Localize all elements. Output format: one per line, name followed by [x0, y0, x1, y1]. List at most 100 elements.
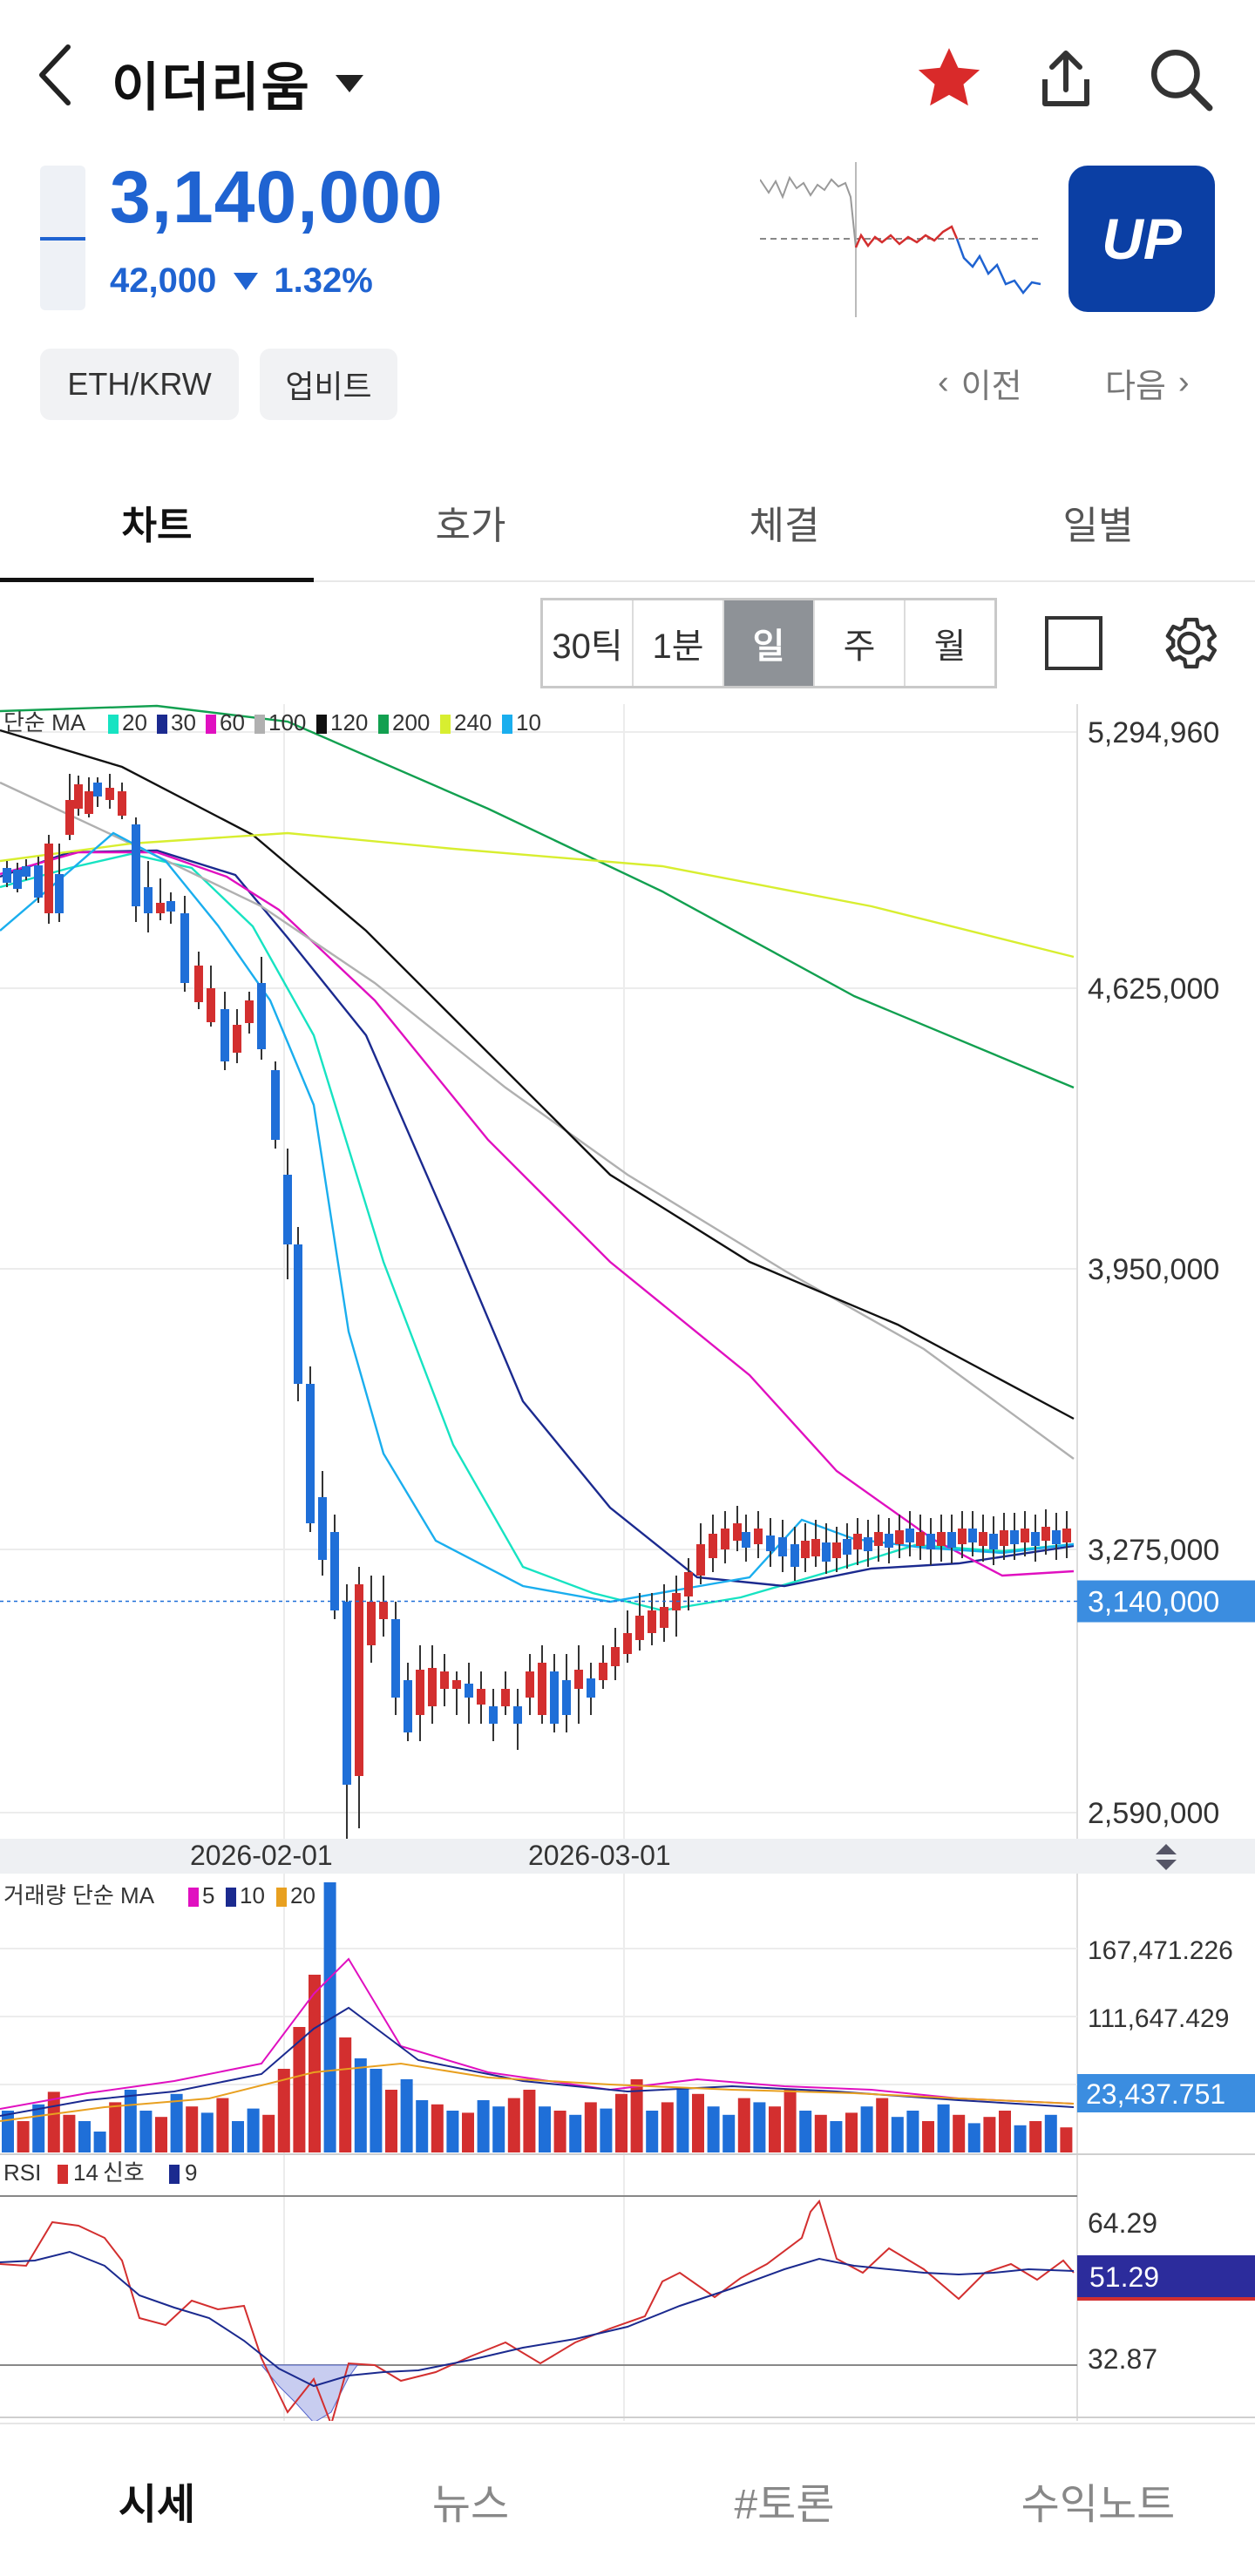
volume-bar-up	[661, 2102, 674, 2152]
pair-chip[interactable]: ETH/KRW	[40, 349, 239, 420]
candle-down	[587, 1678, 595, 1698]
tab-daily[interactable]: 일별	[1062, 505, 1134, 547]
candle-down	[968, 1529, 977, 1542]
bottom-nav: 시세 뉴스 #토론 수익노트	[0, 2423, 1255, 2576]
candle-down	[343, 1602, 351, 1785]
ma-legend-swatch	[157, 715, 167, 734]
volume-bar-down	[124, 2090, 137, 2152]
volume-axis-label: 111,647.429	[1088, 2004, 1229, 2033]
ma-legend-swatch	[502, 715, 512, 734]
candle-up	[245, 1000, 254, 1023]
volume-bar-up	[953, 2114, 966, 2152]
volume-ma-20-line	[0, 2062, 1075, 2122]
volume-legend-period: 20	[290, 1882, 315, 1908]
volume-legend-label: 거래량 단순 MA	[3, 1882, 155, 1908]
volume-legend-period: 5	[202, 1882, 214, 1908]
tab-chart[interactable]: 차트	[0, 464, 314, 582]
candle-up	[754, 1529, 763, 1544]
tab-trades[interactable]: 체결	[749, 505, 820, 547]
search-icon[interactable]	[1142, 40, 1220, 119]
header: 이더리움	[0, 0, 1255, 157]
tab-orderbook[interactable]: 호가	[435, 505, 506, 547]
prev-label: 이전	[960, 369, 1022, 405]
nav-news[interactable]: 뉴스	[431, 2482, 510, 2528]
exchange-chip[interactable]: 업비트	[260, 349, 397, 420]
candle-down	[3, 868, 11, 883]
candle-up	[709, 1534, 717, 1558]
rsi-legend-swatch	[58, 2165, 68, 2184]
period-week[interactable]: 주	[815, 600, 906, 686]
candle-up	[355, 1584, 363, 1776]
gear-icon[interactable]	[1147, 601, 1231, 685]
candle-down	[306, 1384, 315, 1523]
ma-200-line	[0, 704, 1075, 1089]
candle-up	[811, 1539, 820, 1556]
ma-legend-swatch	[206, 715, 216, 734]
candle-up	[684, 1572, 693, 1596]
period-1min[interactable]: 1분	[634, 600, 724, 686]
candle-down	[220, 1009, 229, 1061]
share-icon[interactable]	[1027, 40, 1105, 119]
candle-down	[34, 865, 43, 898]
candle-up	[118, 791, 126, 816]
prev-button[interactable]: ‹ 이전	[938, 359, 1022, 407]
volume-bar-down	[860, 2106, 873, 2152]
candle-down	[1010, 1530, 1019, 1544]
rsi-legend-period: 14	[73, 2159, 98, 2186]
candle-up	[853, 1534, 862, 1549]
candle-up	[1041, 1527, 1050, 1541]
volume-bar-up	[431, 2104, 444, 2152]
nav-profit-note[interactable]: 수익노트	[1021, 2482, 1176, 2528]
price-chart[interactable]: 5,294,960 4,625,000 3,950,000 3,275,000 2,59…	[0, 704, 1255, 2421]
volume-bar-up	[737, 2098, 750, 2152]
volume-bar-down	[1014, 2125, 1027, 2152]
candle-down	[766, 1535, 775, 1551]
back-icon[interactable]	[33, 40, 85, 110]
candle-up	[85, 791, 93, 814]
volume-bar-up	[983, 2117, 996, 2152]
candle-up	[635, 1616, 644, 1640]
volume-bar-down	[937, 2104, 950, 2152]
next-label: 다음	[1105, 369, 1166, 405]
candle-up	[207, 988, 215, 1022]
candle-up	[895, 1530, 904, 1544]
volume-bar-up	[385, 2090, 397, 2152]
candle-down	[513, 1706, 522, 1724]
fullscreen-icon[interactable]	[1032, 601, 1116, 685]
volume-bar-down	[232, 2121, 244, 2152]
candle-down	[13, 870, 22, 889]
volume-bar-down	[354, 2058, 367, 2152]
period-day[interactable]: 일	[724, 600, 815, 686]
candle-down	[144, 887, 153, 913]
period-30tick[interactable]: 30틱	[543, 600, 634, 686]
nav-market[interactable]: 시세	[118, 2482, 196, 2528]
volume-bar-up	[277, 2069, 290, 2152]
ma-legend-period: 200	[392, 709, 430, 736]
coin-selector[interactable]: 이더리움	[112, 45, 363, 121]
volume-bar-down	[600, 2108, 613, 2152]
star-icon[interactable]	[910, 40, 988, 119]
period-month[interactable]: 월	[933, 627, 967, 666]
current-price: 3,140,000	[110, 156, 444, 238]
rsi-line	[0, 2199, 1075, 2421]
period-selector: 30틱 1분 일 주 월	[540, 598, 997, 688]
candle-up	[937, 1532, 946, 1546]
ma-legend-swatch	[108, 715, 119, 734]
volume-bar-down	[247, 2108, 260, 2152]
candle-up	[979, 1532, 987, 1546]
nav-discussion[interactable]: #토론	[734, 2482, 835, 2528]
volume-bar-down	[93, 2132, 106, 2152]
candle-up	[440, 1671, 449, 1689]
tab-bar: 차트 호가 체결 일별	[0, 464, 1255, 582]
candle-up	[733, 1523, 742, 1541]
volume-bar-up	[262, 2114, 275, 2152]
rsi-axis-label: 32.87	[1088, 2343, 1157, 2375]
rsi-legend-label: RSI	[3, 2159, 41, 2186]
ma-120-line	[0, 729, 1075, 1420]
date-label: 2026-02-01	[190, 1840, 333, 1871]
ma-legend-period: 120	[330, 709, 368, 736]
candle-down	[22, 866, 31, 877]
volume-bar-up	[876, 2098, 889, 2152]
next-button[interactable]: 다음 ›	[1105, 359, 1190, 407]
candle-up	[428, 1668, 437, 1706]
